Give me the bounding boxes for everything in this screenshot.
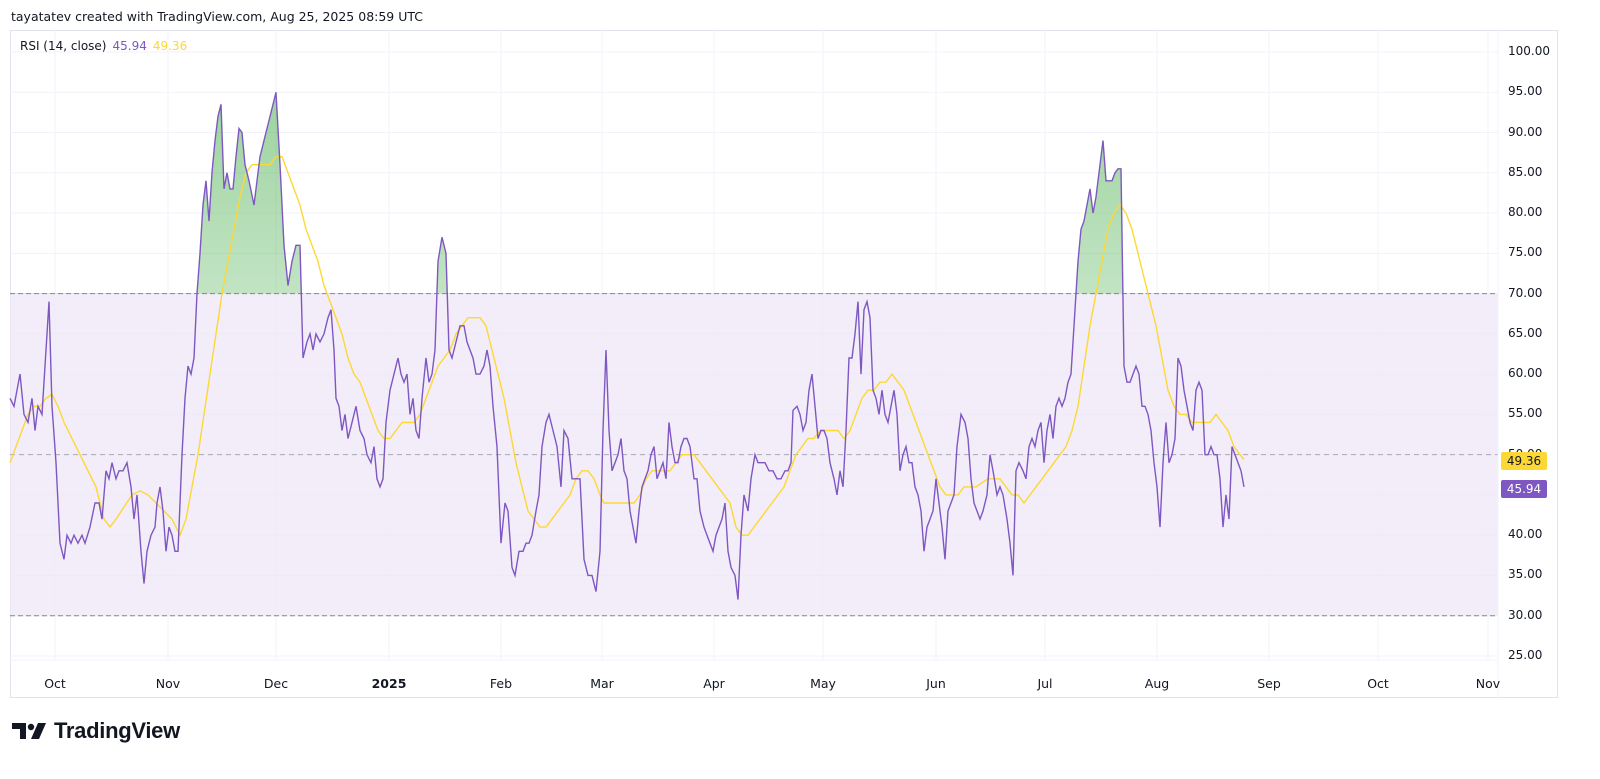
tradingview-brand-text: TradingView bbox=[54, 718, 180, 743]
tradingview-logo-icon bbox=[12, 723, 46, 739]
y-axis-tick-label: 65.00 bbox=[1508, 325, 1543, 340]
y-axis-tick-label: 90.00 bbox=[1508, 124, 1543, 139]
y-axis-tick-label: 95.00 bbox=[1508, 84, 1543, 99]
x-axis-tick-label: May bbox=[810, 676, 836, 691]
tradingview-logo[interactable]: TradingView bbox=[12, 718, 180, 744]
rsi-price-badge: 45.94 bbox=[1501, 480, 1547, 498]
x-axis-tick-label: Oct bbox=[1367, 676, 1389, 691]
x-axis-tick-label: Dec bbox=[263, 676, 289, 691]
legend-ma-value: 49.36 bbox=[152, 39, 188, 53]
x-axis-tick-label: 2025 bbox=[371, 676, 407, 691]
x-axis-tick-label: Nov bbox=[155, 676, 181, 691]
y-axis-tick-label: 30.00 bbox=[1508, 607, 1543, 622]
y-axis-tick-label: 80.00 bbox=[1508, 205, 1543, 220]
y-axis-tick-label: 60.00 bbox=[1508, 366, 1543, 381]
legend-rsi-value: 45.94 bbox=[112, 39, 147, 53]
y-axis-tick-label: 85.00 bbox=[1508, 164, 1543, 179]
chart-credit: tayatatev created with TradingView.com, … bbox=[11, 9, 424, 24]
y-axis-tick-label: 75.00 bbox=[1508, 245, 1543, 260]
y-axis-tick-label: 35.00 bbox=[1508, 567, 1543, 582]
x-axis-tick-label: Feb bbox=[489, 676, 513, 691]
y-axis-tick-label: 70.00 bbox=[1508, 285, 1543, 300]
indicator-legend[interactable]: RSI (14, close) 45.94 49.36 bbox=[20, 39, 187, 53]
rsi-ma-line bbox=[9, 156, 1245, 537]
overbought-fill bbox=[10, 92, 1244, 294]
y-axis-tick-label: 100.00 bbox=[1508, 44, 1550, 58]
x-axis-tick-label: Jun bbox=[926, 676, 946, 691]
legend-indicator-name: RSI (14, close) bbox=[20, 39, 107, 53]
rsi-line bbox=[9, 92, 1245, 600]
x-axis-tick-label: Apr bbox=[703, 676, 725, 691]
y-axis-tick-label: 25.00 bbox=[1508, 647, 1543, 662]
x-axis-tick-label: Nov bbox=[1475, 676, 1501, 691]
x-axis-tick-label: Jul bbox=[1037, 676, 1053, 691]
x-axis-tick-label: Oct bbox=[44, 676, 66, 691]
y-axis-tick-label: 40.00 bbox=[1508, 527, 1543, 542]
x-axis-tick-label: Sep bbox=[1257, 676, 1281, 691]
y-axis-tick-label: 55.00 bbox=[1508, 406, 1543, 421]
ma-price-badge: 49.36 bbox=[1501, 452, 1547, 470]
x-axis-tick-label: Aug bbox=[1144, 676, 1170, 691]
x-axis-tick-label: Mar bbox=[590, 676, 614, 691]
